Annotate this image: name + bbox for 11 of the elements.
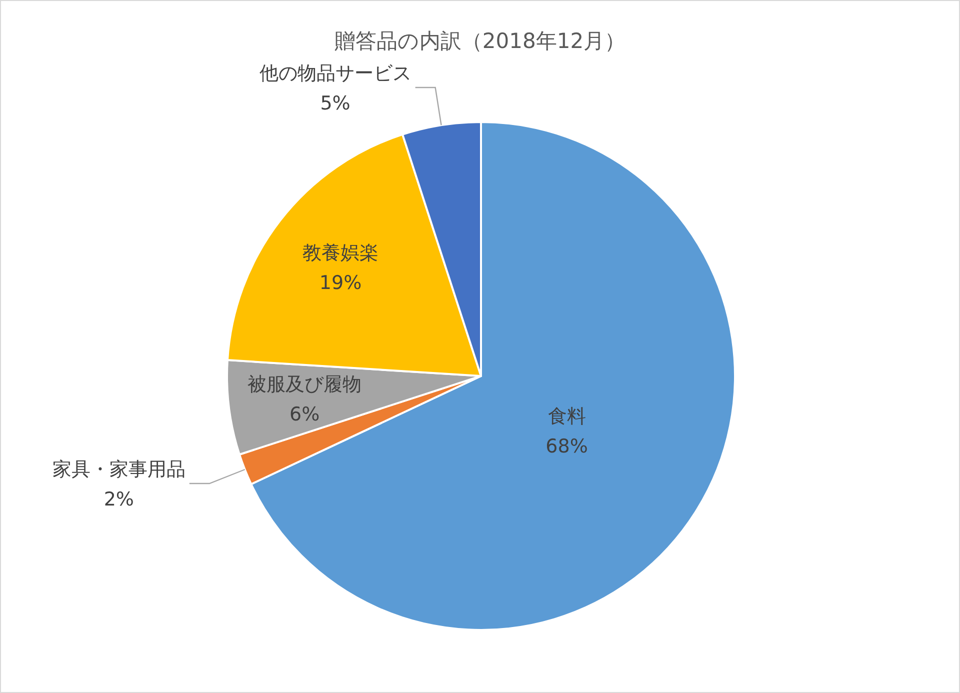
slice-label: 他の物品サービス <box>259 62 412 84</box>
slice-label: 教養娯楽 <box>302 242 379 264</box>
slice-label: 家具・家事用品 <box>52 458 186 481</box>
data-label: 6% <box>290 403 320 426</box>
slice-label: 食料 <box>548 405 586 428</box>
slice-label: 被服及び履物 <box>248 373 362 396</box>
data-label: 19% <box>319 272 362 294</box>
data-label: 5% <box>320 92 350 114</box>
data-label: 2% <box>104 488 134 511</box>
data-label: 68% <box>546 435 588 458</box>
chart-title: 贈答品の内訳（2018年12月） <box>334 29 626 53</box>
